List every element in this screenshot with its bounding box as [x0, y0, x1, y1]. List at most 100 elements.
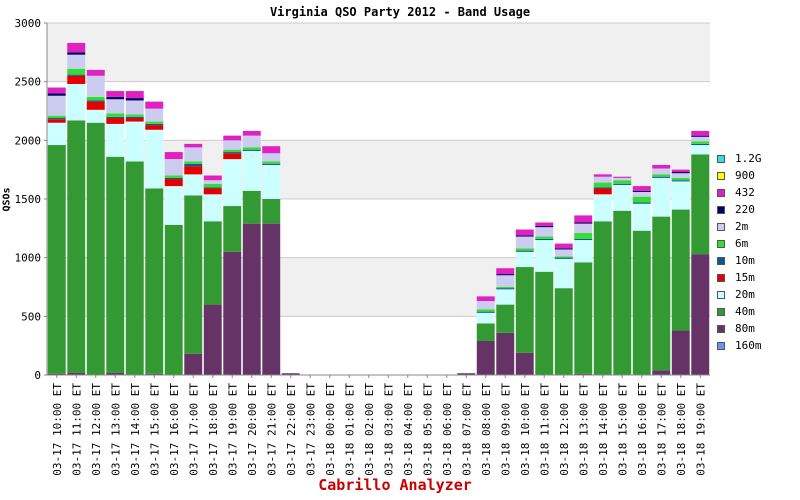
x-tick-label: 03-18 01:00 ET [343, 383, 356, 476]
bar-segment [671, 169, 690, 173]
bar-segment [106, 156, 125, 373]
bar-segment [496, 274, 515, 276]
bar-segment [691, 154, 710, 255]
bar-segment [535, 222, 554, 226]
bar-segment [496, 288, 515, 290]
bar-segment [184, 143, 203, 148]
bar-segment [632, 190, 651, 192]
bar-segment [457, 373, 476, 375]
bar-segment [125, 100, 144, 115]
x-tick-label: 03-18 13:00 ET [577, 383, 590, 476]
bar-segment [496, 332, 515, 375]
bar-segment [515, 250, 534, 252]
bar-segment [515, 352, 534, 375]
bar-segment [86, 122, 105, 375]
bar-segment [535, 236, 554, 239]
bar-segment [47, 95, 66, 116]
bar-segment [242, 135, 261, 148]
legend-swatch [717, 273, 725, 282]
bar-segment [671, 330, 690, 375]
x-tick-label: 03-17 14:00 ET [129, 383, 142, 476]
bar-segment [47, 93, 66, 96]
bar-segment [554, 288, 573, 375]
bar-segment [691, 130, 710, 136]
x-tick-label: 03-18 04:00 ET [402, 383, 415, 476]
bar-segment [691, 141, 710, 144]
bar-segment [106, 372, 125, 375]
bar-segment [203, 183, 222, 188]
bar-segment [125, 161, 144, 375]
x-tick-label: 03-17 11:00 ET [70, 383, 83, 476]
bar-segment [203, 194, 222, 222]
bar-segment [515, 248, 534, 251]
bar-segment [262, 146, 281, 154]
bar-segment [632, 202, 651, 204]
bar-segment [613, 183, 632, 185]
legend-item: 10m [717, 252, 762, 269]
x-tick-label: 03-18 11:00 ET [538, 383, 551, 476]
bar-segment [671, 209, 690, 331]
bar-segment [652, 370, 671, 375]
bar-segment [496, 289, 515, 305]
x-tick-label: 03-18 10:00 ET [519, 383, 532, 476]
bar-segment [593, 187, 612, 189]
bar-segment [515, 236, 534, 249]
bar-segment [125, 121, 144, 162]
bar-segment [574, 238, 593, 241]
bar-segment [652, 176, 671, 178]
legend-swatch [717, 341, 725, 350]
bar-segment [223, 153, 242, 160]
bar-segment [496, 287, 515, 289]
bar-segment [574, 222, 593, 224]
chart-title: Virginia QSO Party 2012 - Band Usage [269, 5, 531, 19]
legend-swatch [717, 154, 725, 163]
bar-segment [574, 262, 593, 374]
bar-segment [106, 96, 125, 100]
bar-segment [476, 323, 495, 341]
x-tick-label: 03-17 17:00 ET [187, 383, 200, 476]
bar-segment [203, 188, 222, 195]
bar-segment [67, 372, 86, 375]
x-tick-label: 03-18 06:00 ET [441, 383, 454, 476]
legend-item: 432 [717, 184, 762, 201]
bar-segment [184, 195, 203, 354]
x-tick-label: 03-17 12:00 ET [90, 383, 103, 476]
legend-item: 80m [717, 320, 762, 337]
x-tick-label: 03-18 03:00 ET [382, 383, 395, 476]
bar-segment [184, 161, 203, 164]
bar-segment [476, 312, 495, 324]
y-tick-label: 500 [21, 310, 41, 323]
y-tick-label: 3000 [15, 17, 42, 30]
bar-segment [125, 98, 144, 101]
bar-segment [145, 188, 164, 374]
bar-segment [106, 116, 125, 119]
bar-segment [593, 221, 612, 375]
legend-label: 20m [735, 288, 755, 301]
bar-segment [67, 52, 86, 55]
bar-segment [47, 115, 66, 119]
bar-segment [223, 140, 242, 150]
legend-item: 2m [717, 218, 762, 235]
bar-segment [67, 120, 86, 373]
x-tick-label: 03-18 17:00 ET [655, 383, 668, 476]
bar-segment [496, 268, 515, 275]
bar-segment [242, 130, 261, 136]
legend-swatch [717, 222, 725, 231]
bar-segment [223, 149, 242, 153]
y-tick-label: 2000 [15, 134, 42, 147]
bar-segment [203, 175, 222, 181]
legend-label: 900 [735, 169, 755, 182]
x-tick-label: 03-17 13:00 ET [109, 383, 122, 476]
bar-segment [632, 203, 651, 231]
bar-segment [86, 109, 105, 123]
x-tick-label: 03-17 15:00 ET [148, 383, 161, 476]
bar-segment [106, 99, 125, 114]
bar-segment [164, 186, 183, 225]
bar-segment [554, 249, 573, 257]
y-tick-label: 1500 [15, 193, 42, 206]
bar-segment [691, 135, 710, 137]
bar-segment [164, 159, 183, 176]
x-tick-label: 03-18 07:00 ET [460, 383, 473, 476]
bar-segment [262, 223, 281, 375]
